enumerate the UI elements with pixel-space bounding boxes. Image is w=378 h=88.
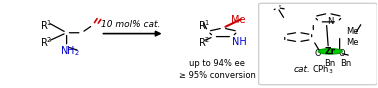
Text: N: N (327, 17, 333, 26)
Text: CPh$_3$: CPh$_3$ (312, 64, 333, 76)
Text: NH: NH (232, 37, 247, 47)
Text: O: O (315, 49, 322, 58)
Text: ≥ 95% conversion: ≥ 95% conversion (179, 71, 256, 80)
Text: R$^1$: R$^1$ (198, 18, 210, 32)
Text: Bn: Bn (325, 59, 336, 68)
Text: up to 94% ee: up to 94% ee (189, 59, 245, 68)
Text: Me: Me (347, 26, 359, 36)
Text: cat.: cat. (294, 65, 310, 74)
Circle shape (318, 49, 342, 54)
Text: O: O (339, 49, 345, 58)
FancyBboxPatch shape (259, 3, 377, 85)
Text: R$^2$: R$^2$ (198, 35, 210, 49)
Text: R$^1$: R$^1$ (40, 18, 52, 32)
Text: Me: Me (347, 38, 359, 47)
Text: R$^2$: R$^2$ (40, 35, 52, 49)
Text: NH$_2$: NH$_2$ (60, 44, 80, 58)
Text: Me: Me (231, 15, 245, 25)
Text: Zr: Zr (325, 47, 336, 56)
Text: 10 mol% cat.: 10 mol% cat. (101, 20, 160, 29)
Text: Bn: Bn (340, 59, 351, 68)
